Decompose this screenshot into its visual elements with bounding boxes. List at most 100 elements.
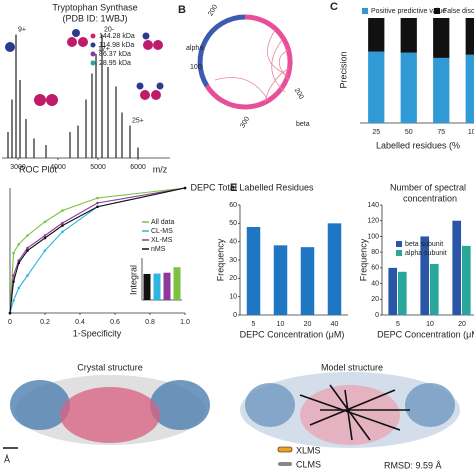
chart-title: DEPC Total Labelled Residues (191, 182, 314, 192)
bar (246, 227, 261, 315)
legend-swatch (90, 33, 96, 39)
x-tick-label: 0.2 (40, 319, 50, 326)
circos-label: beta (296, 121, 310, 128)
y-tick-label: 60 (229, 202, 237, 209)
structure-title: Model structure (321, 362, 383, 372)
roc-point (43, 236, 47, 240)
y-tick-label: 50 (229, 220, 237, 227)
roc-point (61, 209, 64, 212)
roc-point (26, 246, 29, 250)
legend-label: 144.28 kDa (99, 33, 135, 40)
roc-point (12, 274, 15, 277)
x-tick-label: 50 (405, 129, 413, 136)
roc-point (17, 286, 21, 290)
x-tick-label: 0.4 (75, 319, 85, 326)
chart-title: Number of spectral (390, 182, 466, 192)
legend-label: 86.37 kDa (99, 51, 131, 58)
peak-annotation: 17+ (98, 46, 110, 53)
x-tick-label: 100 (468, 129, 474, 136)
roc-point (8, 311, 12, 315)
legend-swatch (396, 250, 402, 256)
y-tick-label: 40 (371, 280, 379, 287)
y-axis-label: Precision (338, 51, 348, 88)
y-tick-label: 120 (367, 218, 379, 225)
roc-point (96, 205, 99, 209)
x-tick-label: 3000 (10, 164, 26, 171)
chart-title: Tryptophan Synthase (52, 2, 137, 12)
bar (430, 263, 439, 315)
x-tick-label: 5 (252, 321, 256, 328)
bar (153, 273, 161, 300)
bar (163, 272, 171, 300)
circos-label: alpha (186, 45, 203, 52)
x-tick-label: 25 (372, 129, 380, 136)
x-tick-label: 6000 (130, 164, 146, 171)
crystal-structure (10, 375, 210, 445)
bar (398, 271, 407, 315)
x-axis-label: m/z (153, 164, 168, 174)
y-axis-label: Integral (128, 265, 138, 295)
x-tick-label: 10 (277, 321, 285, 328)
y-tick-label: 0 (233, 312, 237, 319)
legend-swatch (434, 8, 440, 14)
x-tick-label: 0.8 (145, 319, 155, 326)
roc-point (26, 274, 29, 277)
bar (420, 236, 430, 315)
x-tick-label: 10 (426, 321, 434, 328)
x-tick-label: 75 (437, 129, 445, 136)
roc-point (43, 249, 47, 252)
legend-label: False discov (443, 8, 474, 15)
panel-label: B (178, 4, 186, 16)
legend-swatch (362, 8, 368, 14)
roc-point (26, 234, 29, 237)
circos-tick: 200 (293, 87, 305, 101)
bar-segment (433, 57, 450, 123)
y-tick-label: 20 (371, 296, 379, 303)
x-tick-label: 0.6 (110, 319, 120, 326)
roc-point (17, 261, 21, 265)
x-axis-label: 1-Specificity (73, 328, 122, 338)
peak-annotation: 9+ (18, 26, 26, 33)
bar-segment (368, 18, 385, 52)
bar (327, 223, 342, 315)
legend-swatch (90, 60, 96, 66)
y-axis-label: Frequency (215, 238, 225, 281)
bar-segment (368, 51, 385, 123)
legend-label: 28.95 kDa (99, 60, 131, 67)
bar (173, 267, 181, 300)
bar (273, 245, 288, 315)
bar (300, 247, 315, 315)
bar (388, 267, 398, 315)
circos-tick: 300 (239, 116, 251, 130)
roc-line (9, 187, 186, 314)
legend-label: CL-MS (151, 228, 173, 235)
x-axis-label: DEPC Concentration (μM (377, 329, 474, 339)
legend-label: XL-MS (151, 237, 173, 244)
legend-swatch (90, 51, 96, 57)
circos-tick: 200 (207, 4, 219, 18)
roc-point (61, 230, 64, 234)
roc-point (183, 186, 187, 190)
x-tick-label: 0 (8, 319, 12, 326)
legend-label: Positive predictive value (371, 8, 446, 15)
roc-point (61, 224, 64, 227)
roc-line (9, 187, 186, 314)
scale-label: Å (4, 454, 10, 464)
y-tick-label: 60 (371, 265, 379, 272)
circos-plot (197, 14, 293, 110)
bar (462, 245, 471, 315)
y-tick-label: 30 (229, 257, 237, 264)
chart-title: ROC Plot (19, 164, 58, 174)
y-tick-label: 10 (229, 294, 237, 301)
circos-tick: 100 (190, 64, 202, 71)
x-axis-label: DEPC Concentration (μM) (240, 329, 345, 339)
x-tick-label: 20 (304, 321, 312, 328)
legend-label: CLMS (296, 459, 321, 469)
bar-segment (465, 54, 474, 123)
structure-title: Crystal structure (77, 362, 143, 372)
legend-label: XLMS (296, 445, 321, 455)
legend-label: All data (151, 219, 174, 226)
bar (143, 273, 151, 300)
y-axis-label: Frequency (358, 238, 368, 281)
